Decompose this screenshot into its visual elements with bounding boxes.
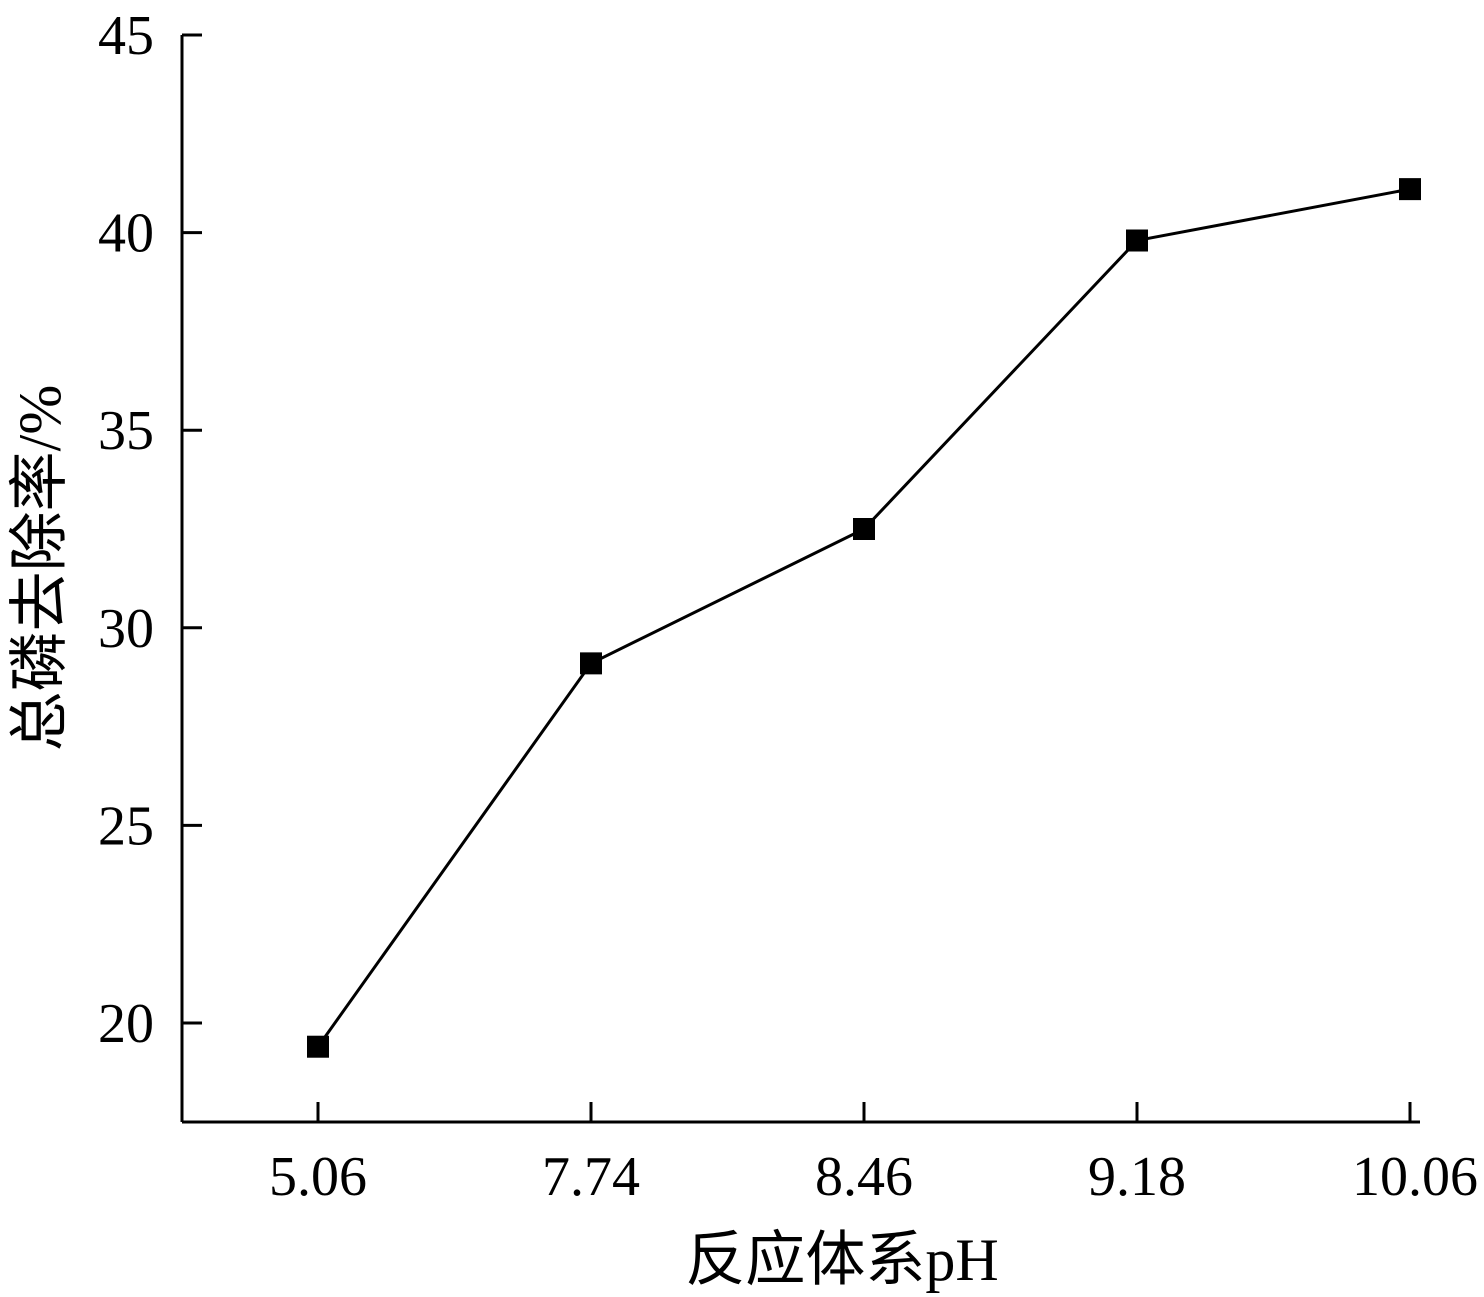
y-tick-label: 45 [98, 5, 154, 67]
y-axis-title: 总磷去除率/% [7, 385, 73, 752]
x-ticks: 5.06 7.74 8.46 9.18 10.06 [269, 1102, 1478, 1208]
x-axis-title: 反应体系pH [685, 1227, 998, 1293]
y-tick-label: 20 [98, 993, 154, 1055]
x-tick-label: 9.18 [1088, 1146, 1186, 1208]
y-tick-label: 25 [98, 795, 154, 857]
data-point [307, 1035, 329, 1058]
y-tick-label: 30 [98, 598, 154, 660]
data-point [1399, 178, 1421, 201]
data-markers [307, 178, 1421, 1058]
y-tick-label: 40 [98, 203, 154, 265]
x-tick-label: 8.46 [815, 1146, 913, 1208]
y-tick-label: 35 [98, 400, 154, 462]
plot-area: 20 25 30 35 40 45 5.06 7.74 8.46 9.18 10.06 [98, 5, 1478, 1208]
x-tick-label: 5.06 [269, 1146, 367, 1208]
x-tick-label: 10.06 [1352, 1146, 1478, 1208]
y-ticks: 20 25 30 35 40 45 [98, 5, 202, 1055]
x-tick-label: 7.74 [542, 1146, 640, 1208]
data-point [1126, 229, 1148, 252]
data-point [580, 652, 602, 675]
data-point [853, 518, 875, 540]
series-line [316, 187, 1411, 1048]
